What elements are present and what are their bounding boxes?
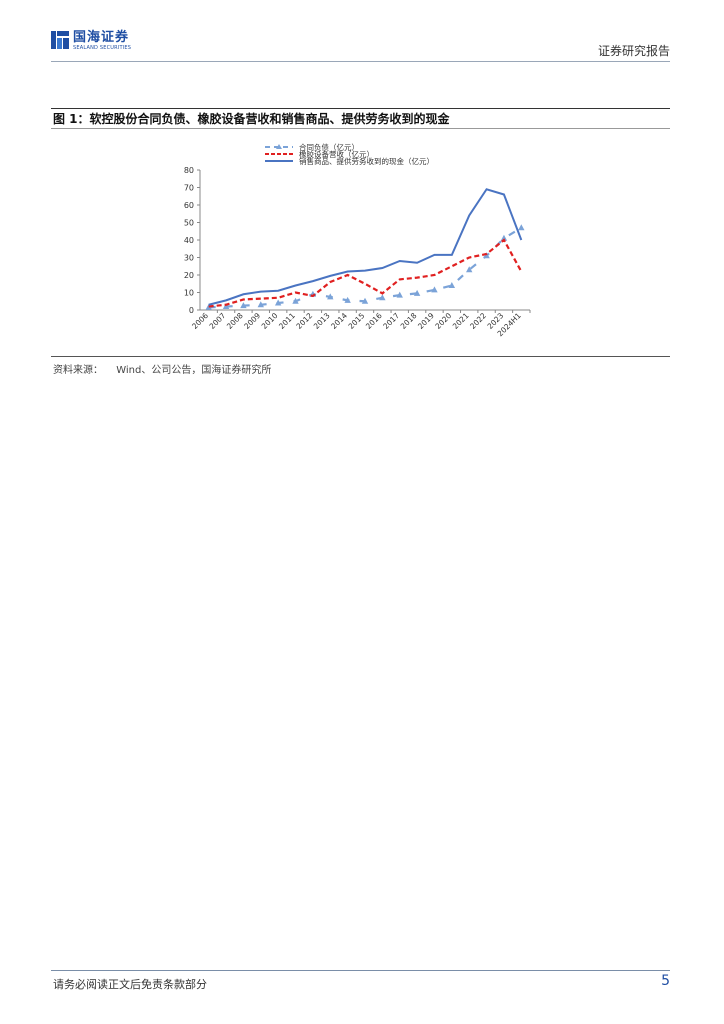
data-point-marker	[500, 234, 508, 241]
data-point-marker	[466, 266, 473, 273]
source-label: 资料来源：	[53, 365, 103, 376]
footer-divider	[51, 970, 670, 971]
x-tick-label: 2013	[312, 311, 332, 331]
data-point-marker	[361, 297, 369, 304]
series-line-2	[208, 238, 523, 308]
data-point-marker	[257, 301, 264, 308]
line-chart: 0 10 20 30 40 50 60 70 80 2006 2007 2008 2009 2010 201…	[170, 140, 550, 355]
footer-disclaimer: 请务必阅读正文后免责条款部分	[53, 978, 207, 991]
legend-marker	[276, 144, 282, 149]
logo-name-en: SEALAND SECURITIES	[73, 45, 132, 51]
page-number: 5	[661, 973, 670, 989]
x-tick-label: 2007	[208, 311, 228, 331]
data-point-marker	[413, 289, 421, 296]
data-point-marker	[448, 282, 456, 288]
data-point-marker	[396, 291, 403, 298]
legend-label-1: 合同负债（亿元）	[299, 142, 359, 152]
x-tick-label: 2011	[277, 311, 297, 331]
data-point-marker	[222, 303, 230, 309]
page-header: 国海证券 SEALAND SECURITIES 证券研究报告	[51, 30, 670, 60]
x-tick-label: 2014	[329, 311, 349, 331]
report-type-label: 证券研究报告	[597, 44, 670, 58]
header-divider	[51, 61, 670, 62]
x-tick-label: 2008	[225, 311, 245, 331]
y-tick-label: 50	[184, 219, 194, 228]
data-point-marker	[327, 293, 334, 300]
figure-title-bottom-rule	[51, 128, 670, 129]
x-tick-label: 2019	[416, 311, 436, 331]
x-tick-label: 2020	[433, 311, 453, 331]
chart-canvas: 0102030405060708020062007200820092010201…	[184, 142, 531, 338]
figure-title: 图 1：软控股份合同负债、橡胶设备营收和销售商品、提供劳务收到的现金	[53, 112, 450, 126]
series-line-3	[208, 188, 523, 306]
x-tick-label: 2022	[468, 311, 488, 331]
x-tick-label: 2012	[294, 311, 314, 331]
legend-label-2: 橡胶设备营收（亿元）	[299, 149, 374, 159]
y-tick-label: 30	[184, 254, 194, 263]
x-tick-label: 2009	[242, 311, 262, 331]
y-tick-label: 70	[184, 184, 194, 193]
x-tick-label: 2016	[364, 311, 384, 331]
data-point-marker	[344, 296, 351, 303]
data-point-marker	[274, 299, 282, 306]
x-tick-label: 2018	[399, 311, 419, 331]
x-tick-label: 2021	[451, 311, 471, 331]
source-divider	[51, 356, 670, 357]
logo-name-cn: 国海证券	[73, 30, 130, 45]
data-point-marker	[518, 224, 525, 231]
x-tick-label: 2015	[347, 311, 367, 331]
y-tick-label: 20	[184, 271, 194, 280]
data-point-marker	[483, 252, 490, 259]
data-point-marker	[379, 294, 386, 301]
data-point-marker	[205, 303, 212, 310]
series-line-1	[208, 226, 522, 309]
legend-label-3: 销售商品、提供劳务收到的现金（亿元）	[299, 156, 434, 166]
x-tick-label: 2017	[381, 311, 401, 331]
y-tick-label: 80	[184, 166, 194, 175]
y-tick-label: 10	[184, 289, 194, 298]
company-logo: 国海证券 SEALAND SECURITIES	[51, 30, 131, 52]
y-tick-label: 0	[189, 306, 194, 315]
source-text: Wind、公司公告，国海证券研究所	[116, 365, 272, 376]
x-tick-label: 2010	[260, 311, 280, 331]
data-point-marker	[240, 302, 247, 309]
y-tick-label: 60	[184, 201, 194, 210]
data-point-marker	[431, 286, 438, 293]
y-tick-label: 40	[184, 236, 194, 245]
logo-icon	[51, 30, 69, 50]
figure-source: 资料来源： Wind、公司公告，国海证券研究所	[53, 361, 271, 376]
figure-title-top-rule	[51, 108, 670, 109]
data-point-marker	[292, 297, 299, 304]
